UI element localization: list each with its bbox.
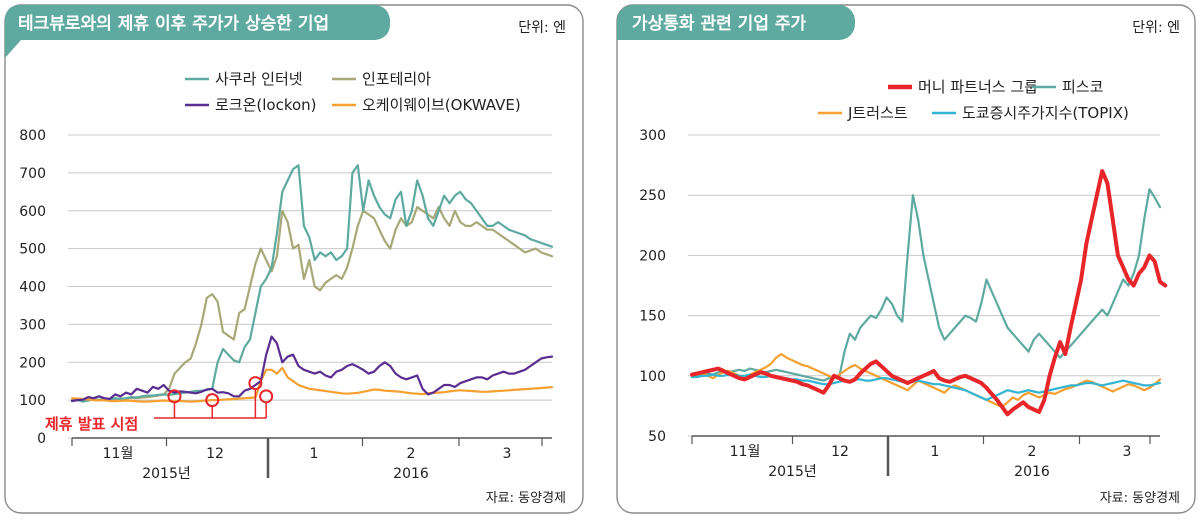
legend-label: 사쿠라 인터넷	[215, 70, 303, 88]
y-tick-label: 400	[19, 280, 46, 296]
series-line	[690, 188, 1162, 382]
panel-left-title-bg	[5, 5, 390, 40]
panel-left-grid	[68, 134, 552, 439]
announcement-label: 제휴 발표 시점	[45, 415, 138, 433]
legend-label: 머니 파트너스 그룹	[918, 78, 1038, 96]
y-tick-label: 0	[37, 431, 46, 447]
panel-left: 테크뷰로와의 제휴 이후 주가가 상승한 기업 단위: 엔 자료: 동양경제 0…	[4, 4, 584, 514]
year-label: 2015년	[768, 464, 817, 480]
panel-right-source: 자료: 동양경제	[1100, 491, 1180, 506]
panel-right-title: 가상통화 관련 기업 주가	[632, 14, 807, 34]
month-label: 2	[1028, 444, 1037, 460]
y-tick-label: 200	[639, 248, 666, 264]
panel-right-legend: 머니 파트너스 그룹 피스코 J트러스트 도쿄증시주가지수(TOPIX)	[818, 78, 1129, 122]
month-label: 2	[407, 446, 416, 462]
month-label: 12	[831, 444, 849, 460]
panel-left-unit: 단위: 엔	[518, 20, 566, 36]
series-line	[70, 335, 554, 402]
legend-label: 인포테리아	[362, 70, 431, 88]
series-line	[70, 366, 554, 403]
panel-left-source: 자료: 동양경제	[486, 491, 566, 506]
y-tick-label: 200	[19, 355, 46, 371]
year-label: 2016	[1014, 464, 1050, 480]
year-label: 2015년	[142, 466, 191, 482]
y-tick-label: 500	[19, 242, 46, 258]
month-label: 3	[503, 446, 512, 462]
y-tick-label: 300	[639, 128, 666, 144]
panel-right-title-corner	[617, 20, 637, 40]
panel-left-title: 테크뷰로와의 제휴 이후 주가가 상승한 기업	[18, 13, 329, 34]
panel-left-y-tick-labels: 0 100 200 300 400 500 600 700 800	[19, 128, 46, 447]
panel-right-frame	[616, 4, 1196, 514]
y-tick-label: 800	[19, 128, 46, 144]
month-label: 12	[206, 446, 224, 462]
month-label: 11월	[730, 444, 761, 460]
legend-label: 피스코	[1062, 78, 1103, 96]
panel-right-series-lines	[690, 169, 1168, 417]
y-tick-label: 250	[639, 188, 666, 204]
panel-right: 가상통화 관련 기업 주가 단위: 엔 자료: 동양경제 50 100 150 200…	[616, 4, 1196, 514]
y-tick-label: 300	[19, 317, 46, 333]
panel-right-unit: 단위: 엔	[1132, 20, 1180, 36]
month-label: 3	[1123, 444, 1132, 460]
panel-right-title-bg	[617, 5, 855, 40]
y-tick-label: 150	[639, 309, 666, 325]
series-line	[70, 164, 554, 403]
panel-left-series-lines	[70, 164, 554, 403]
month-label: 1	[310, 446, 319, 462]
legend-label: 도쿄증시주가지수(TOPIX)	[962, 104, 1129, 122]
year-label: 2016	[393, 466, 429, 482]
y-tick-label: 100	[639, 369, 666, 385]
y-tick-label: 50	[648, 429, 666, 445]
legend-label: 로크온(lockon)	[215, 96, 317, 114]
legend-label: J트러스트	[847, 104, 908, 122]
series-line	[690, 353, 1162, 409]
series-line	[690, 169, 1168, 417]
y-tick-label: 600	[19, 204, 46, 220]
y-tick-label: 100	[19, 393, 46, 409]
panel-right-y-tick-labels: 50 100 150 200 250 300	[639, 128, 666, 445]
panel-left-annotation: 제휴 발표 시점	[45, 376, 274, 433]
month-label: 11월	[103, 446, 134, 462]
month-label: 1	[931, 444, 940, 460]
y-tick-label: 700	[19, 166, 46, 182]
legend-label: 오케이웨이브(OKWAVE)	[362, 96, 521, 114]
